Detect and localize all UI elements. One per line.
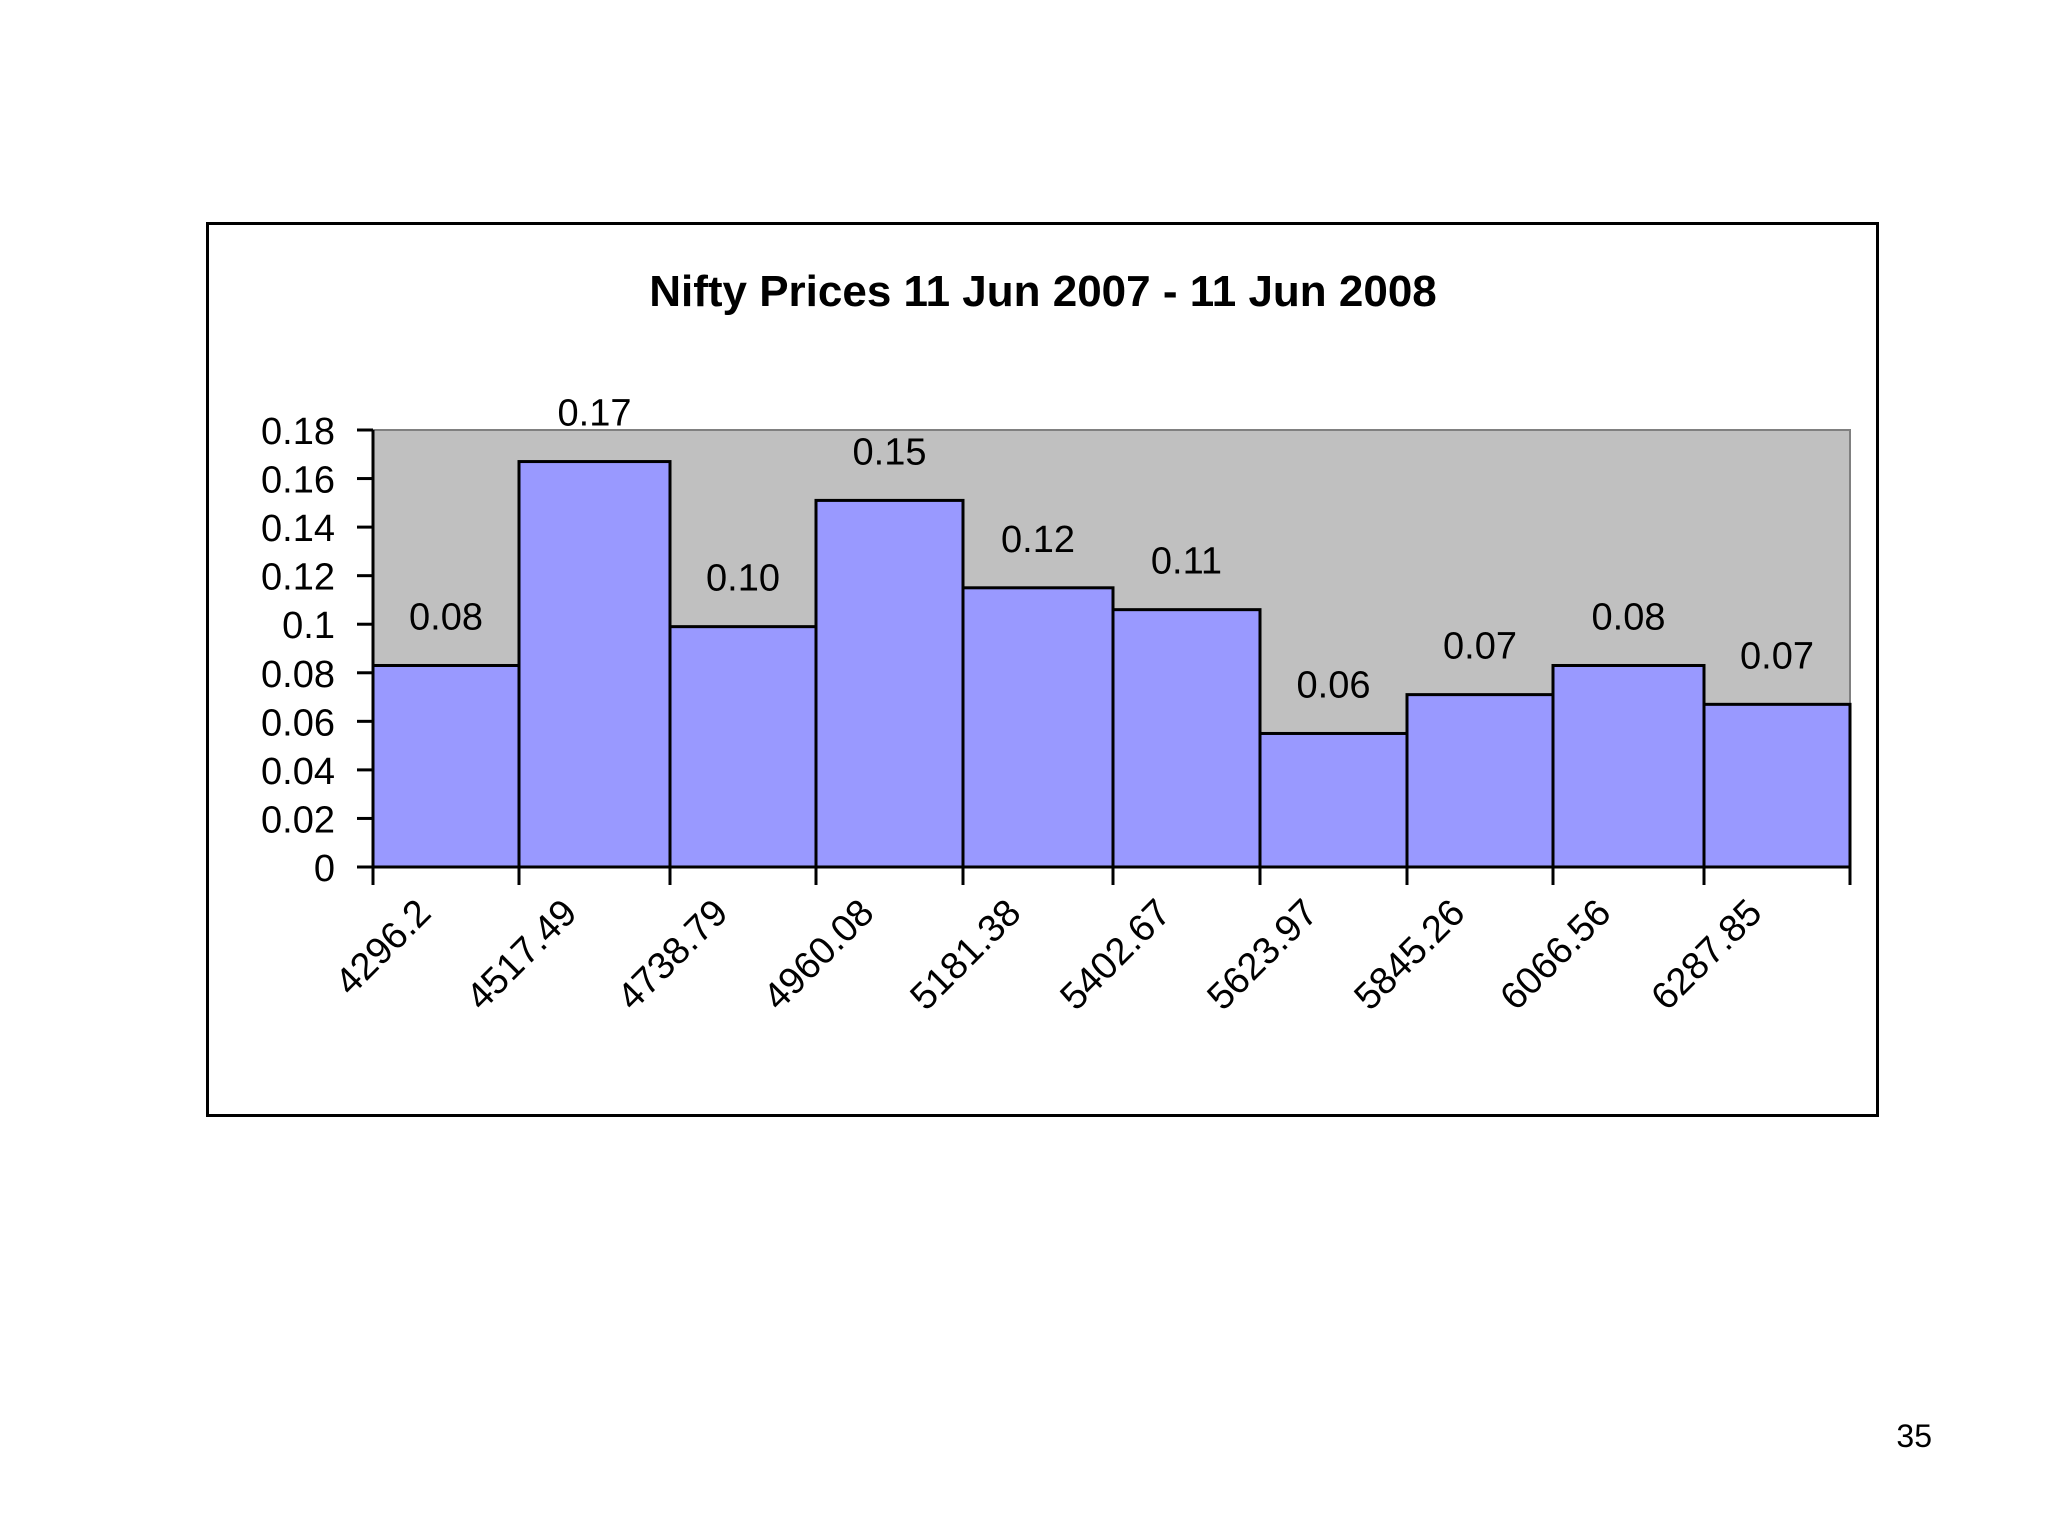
x-tick-label-5402.67: 5402.67 [1053, 892, 1180, 1019]
x-tick-label-5181.38: 5181.38 [903, 892, 1030, 1019]
value-label-4296.2: 0.08 [409, 596, 483, 638]
page-number: 35 [1896, 1418, 1932, 1454]
bar-5181.38 [961, 586, 1115, 869]
bar-4517.49 [517, 460, 672, 869]
bar-5402.67 [1111, 608, 1262, 869]
x-tick-label-4960.08: 4960.08 [756, 892, 883, 1019]
y-tick-label: 0.06 [261, 702, 335, 744]
y-tick-label: 0.08 [261, 654, 335, 696]
value-label-5623.97: 0.06 [1297, 664, 1371, 706]
value-label-4517.49: 0.17 [558, 393, 632, 435]
bar-5623.97 [1258, 731, 1409, 869]
x-tick-label-5845.26: 5845.26 [1347, 892, 1474, 1019]
x-tick-label-4517.49: 4517.49 [459, 892, 586, 1019]
value-label-5181.38: 0.12 [1001, 519, 1075, 561]
value-label-6287.85: 0.07 [1740, 635, 1814, 677]
value-label-4738.79: 0.10 [706, 558, 780, 600]
x-tick-label-5623.97: 5623.97 [1200, 892, 1327, 1019]
x-tick-label-4738.79: 4738.79 [610, 892, 737, 1019]
y-tick-label: 0.1 [282, 605, 335, 647]
bars-layer [371, 460, 1852, 869]
value-label-4960.08: 0.15 [853, 431, 927, 473]
y-tick-label: 0.18 [261, 411, 335, 453]
y-tick-label: 0.04 [261, 751, 335, 793]
x-axis: 4296.2 4517.49 4738.79 4960.08 5181.38 5402.6… [327, 865, 1852, 1019]
bar-5845.26 [1405, 693, 1555, 869]
bar-4960.08 [814, 498, 965, 869]
x-tick-label-6287.85: 6287.85 [1644, 892, 1771, 1019]
value-label-5402.67: 0.11 [1151, 541, 1222, 583]
y-tick-label: 0.14 [261, 508, 335, 550]
bar-6287.85 [1702, 702, 1852, 869]
bar-6066.56 [1551, 663, 1706, 869]
chart-title: Nifty Prices 11 Jun 2007 - 11 Jun 2008 [649, 267, 1437, 316]
x-tick-label-4296.2: 4296.2 [327, 892, 439, 1004]
y-tick-label: 0.16 [261, 460, 335, 502]
value-label-6066.56: 0.08 [1592, 596, 1666, 638]
x-tick-label-6066.56: 6066.56 [1493, 892, 1620, 1019]
value-labels-layer: 0.08 0.17 0.10 0.15 0.12 0.11 0.06 0.07 0.08 0.07 [409, 393, 1814, 707]
bar-4296.2 [371, 663, 521, 869]
value-label-5845.26: 0.07 [1443, 626, 1517, 668]
y-tick-label: 0.02 [261, 799, 335, 841]
y-tick-label: 0 [314, 848, 335, 890]
y-tick-label: 0.12 [261, 557, 335, 599]
bar-4738.79 [668, 625, 818, 869]
y-axis: 0 0.02 0.04 0.06 0.08 0.1 0.12 0.14 0.16 0.18 [261, 411, 375, 890]
